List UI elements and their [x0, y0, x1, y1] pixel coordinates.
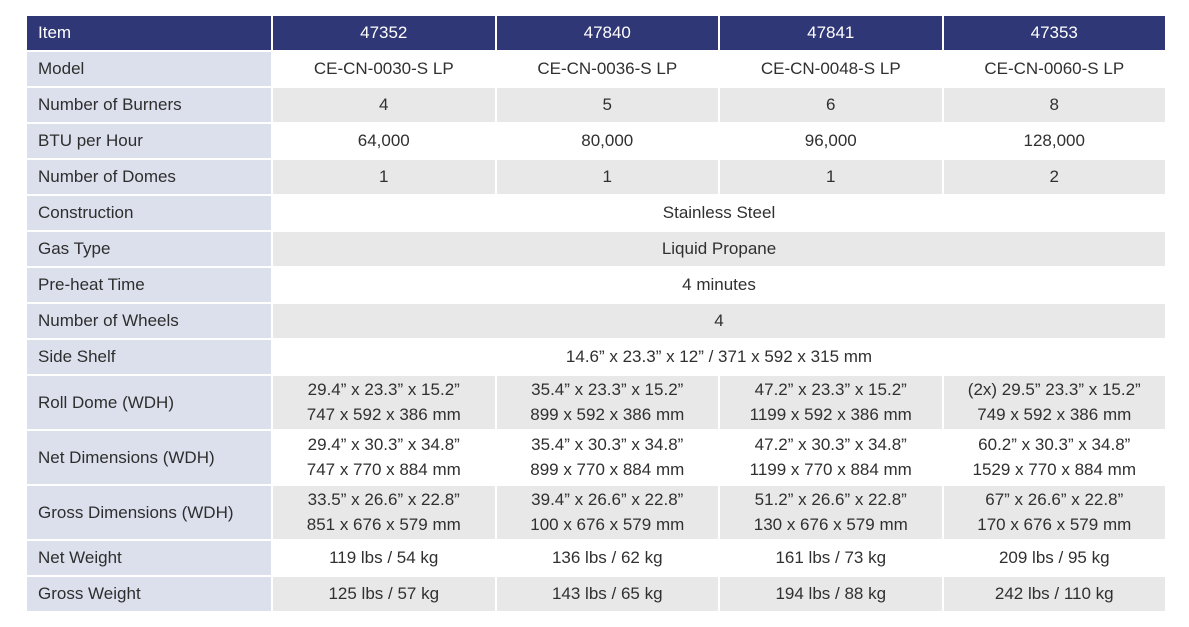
row-side-shelf: Side Shelf 14.6” x 23.3” x 12” / 371 x 5… — [25, 338, 1167, 376]
cell-value: 136 lbs / 62 kg — [494, 539, 720, 577]
cell-value: 67” x 26.6” x 22.8” 170 x 676 x 579 mm — [941, 484, 1167, 541]
cell-value: 47.2” x 30.3” x 34.8” 1199 x 770 x 884 m… — [718, 429, 944, 486]
row-label: Net Dimensions (WDH) — [25, 429, 273, 486]
row-gross-dimensions: Gross Dimensions (WDH) 33.5” x 26.6” x 2… — [25, 484, 1167, 541]
cell-span-value: Stainless Steel — [271, 194, 1167, 232]
row-label: Number of Domes — [25, 158, 273, 196]
cell-value: 35.4” x 30.3” x 34.8” 899 x 770 x 884 mm — [494, 429, 720, 486]
row-label: BTU per Hour — [25, 122, 273, 160]
row-roll-dome: Roll Dome (WDH) 29.4” x 23.3” x 15.2” 74… — [25, 374, 1167, 431]
cell-value: (2x) 29.5” 23.3” x 15.2” 749 x 592 x 386… — [941, 374, 1167, 431]
cell-span-value: 4 — [271, 302, 1167, 340]
row-label: Construction — [25, 194, 273, 232]
cell-value: CE-CN-0048-S LP — [718, 50, 944, 88]
row-model: Model CE-CN-0030-S LP CE-CN-0036-S LP CE… — [25, 50, 1167, 88]
row-label: Number of Wheels — [25, 302, 273, 340]
cell-value: 194 lbs / 88 kg — [718, 575, 944, 613]
row-gross-weight: Gross Weight 125 lbs / 57 kg 143 lbs / 6… — [25, 575, 1167, 613]
cell-value: 33.5” x 26.6” x 22.8” 851 x 676 x 579 mm — [271, 484, 497, 541]
row-btu-per-hour: BTU per Hour 64,000 80,000 96,000 128,00… — [25, 122, 1167, 160]
row-label: Gross Dimensions (WDH) — [25, 484, 273, 541]
cell-value: 125 lbs / 57 kg — [271, 575, 497, 613]
cell-value: 51.2” x 26.6” x 22.8” 130 x 676 x 579 mm — [718, 484, 944, 541]
row-label: Net Weight — [25, 539, 273, 577]
cell-value: 1 — [718, 158, 944, 196]
cell-value: 2 — [941, 158, 1167, 196]
row-number-of-burners: Number of Burners 4 5 6 8 — [25, 86, 1167, 124]
row-label: Roll Dome (WDH) — [25, 374, 273, 431]
header-item-number-1: 47352 — [271, 14, 497, 52]
cell-value: 29.4” x 30.3” x 34.8” 747 x 770 x 884 mm — [271, 429, 497, 486]
row-label: Gas Type — [25, 230, 273, 268]
header-item-number-2: 47840 — [494, 14, 720, 52]
cell-value: 47.2” x 23.3” x 15.2” 1199 x 592 x 386 m… — [718, 374, 944, 431]
row-label: Number of Burners — [25, 86, 273, 124]
cell-value: 161 lbs / 73 kg — [718, 539, 944, 577]
row-label: Gross Weight — [25, 575, 273, 613]
cell-value: 4 — [271, 86, 497, 124]
cell-value: 5 — [494, 86, 720, 124]
header-item-label: Item — [25, 14, 273, 52]
cell-span-value: 14.6” x 23.3” x 12” / 371 x 592 x 315 mm — [271, 338, 1167, 376]
cell-value: CE-CN-0030-S LP — [271, 50, 497, 88]
cell-value: CE-CN-0036-S LP — [494, 50, 720, 88]
cell-value: 143 lbs / 65 kg — [494, 575, 720, 613]
row-number-of-wheels: Number of Wheels 4 — [25, 302, 1167, 340]
cell-value: 39.4” x 26.6” x 22.8” 100 x 676 x 579 mm — [494, 484, 720, 541]
cell-value: 119 lbs / 54 kg — [271, 539, 497, 577]
row-net-dimensions: Net Dimensions (WDH) 29.4” x 30.3” x 34.… — [25, 429, 1167, 486]
row-label: Side Shelf — [25, 338, 273, 376]
cell-value: CE-CN-0060-S LP — [941, 50, 1167, 88]
header-item-number-4: 47353 — [941, 14, 1167, 52]
cell-value: 209 lbs / 95 kg — [941, 539, 1167, 577]
row-label: Model — [25, 50, 273, 88]
row-gas-type: Gas Type Liquid Propane — [25, 230, 1167, 268]
cell-value: 60.2” x 30.3” x 34.8” 1529 x 770 x 884 m… — [941, 429, 1167, 486]
cell-value: 29.4” x 23.3” x 15.2” 747 x 592 x 386 mm — [271, 374, 497, 431]
cell-value: 80,000 — [494, 122, 720, 160]
row-label: Pre-heat Time — [25, 266, 273, 304]
header-row: Item 47352 47840 47841 47353 — [25, 14, 1167, 52]
row-pre-heat-time: Pre-heat Time 4 minutes — [25, 266, 1167, 304]
cell-value: 64,000 — [271, 122, 497, 160]
product-spec-table: Item 47352 47840 47841 47353 Model CE-CN… — [25, 14, 1167, 613]
row-construction: Construction Stainless Steel — [25, 194, 1167, 232]
header-item-number-3: 47841 — [718, 14, 944, 52]
row-net-weight: Net Weight 119 lbs / 54 kg 136 lbs / 62 … — [25, 539, 1167, 577]
cell-value: 1 — [271, 158, 497, 196]
cell-value: 8 — [941, 86, 1167, 124]
cell-span-value: Liquid Propane — [271, 230, 1167, 268]
cell-value: 1 — [494, 158, 720, 196]
cell-value: 35.4” x 23.3” x 15.2” 899 x 592 x 386 mm — [494, 374, 720, 431]
cell-value: 128,000 — [941, 122, 1167, 160]
cell-span-value: 4 minutes — [271, 266, 1167, 304]
cell-value: 6 — [718, 86, 944, 124]
row-number-of-domes: Number of Domes 1 1 1 2 — [25, 158, 1167, 196]
cell-value: 96,000 — [718, 122, 944, 160]
cell-value: 242 lbs / 110 kg — [941, 575, 1167, 613]
